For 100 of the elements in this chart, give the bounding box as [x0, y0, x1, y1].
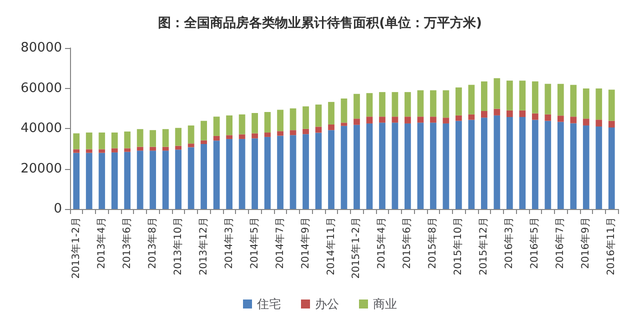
bar — [200, 144, 207, 209]
bar — [213, 140, 220, 209]
x-tick-label: 2016年11月 — [605, 217, 618, 276]
bar — [557, 116, 564, 122]
bar — [238, 138, 246, 209]
x-tick-label: 2015年8月 — [426, 217, 439, 269]
bar — [570, 116, 577, 124]
bar — [290, 108, 296, 130]
x-tick-label: 2015年4月 — [376, 217, 388, 269]
bar — [315, 126, 322, 133]
bar — [481, 110, 488, 118]
bar — [417, 116, 424, 123]
x-tick-label: 2015年1-2月 — [350, 217, 362, 279]
x-tick-label: 2014年3月 — [222, 217, 235, 269]
bar — [277, 110, 284, 132]
bar — [557, 122, 564, 209]
x-tick-label: 2015年12月 — [478, 217, 490, 276]
bar — [468, 114, 475, 120]
bar — [430, 90, 436, 117]
bar — [290, 135, 296, 209]
x-tick-label: 2015年10月 — [452, 217, 464, 276]
bar — [200, 140, 207, 144]
bar — [98, 152, 106, 209]
bar — [366, 116, 373, 124]
bar — [354, 94, 360, 119]
bar — [73, 152, 80, 209]
bar — [608, 90, 615, 121]
bar — [404, 116, 411, 124]
bar — [328, 130, 334, 209]
bar — [596, 120, 602, 126]
bar — [86, 149, 92, 153]
bar — [430, 116, 436, 123]
x-tick-label: 2016年3月 — [503, 217, 516, 269]
bar — [86, 152, 92, 209]
chart-title: 图：全国商品房各类物业累计待售面积(单位：万平方米) — [158, 15, 482, 31]
x-tick-label: 2013年12月 — [197, 217, 210, 276]
x-tick-label: 2014年5月 — [248, 217, 260, 269]
bar — [264, 132, 271, 137]
x-tick-label: 2013年1-2月 — [70, 217, 82, 279]
bar — [252, 133, 258, 138]
bar — [302, 106, 309, 129]
bar — [456, 115, 462, 121]
bar — [506, 117, 513, 209]
bar — [494, 78, 500, 109]
bar — [506, 80, 513, 110]
bar — [392, 92, 398, 117]
bar — [252, 138, 258, 209]
bar — [456, 87, 462, 116]
bar — [366, 93, 373, 117]
bar — [226, 135, 232, 139]
bar — [570, 123, 577, 209]
legend-label: 住宅 — [256, 297, 281, 311]
bar — [188, 144, 194, 148]
y-tick-label: 0 — [54, 202, 62, 216]
bar — [442, 90, 450, 118]
bar — [379, 116, 386, 123]
bar — [532, 120, 538, 209]
y-tick-label: 80000 — [20, 40, 62, 56]
bar — [226, 138, 232, 209]
bar — [404, 92, 411, 117]
bar — [392, 122, 398, 209]
bar — [264, 136, 271, 209]
bar — [315, 132, 322, 209]
bar — [544, 114, 552, 121]
bar — [124, 132, 131, 148]
bar — [340, 126, 348, 209]
y-tick-label: 20000 — [20, 161, 62, 176]
bar — [379, 92, 386, 117]
bar — [544, 120, 552, 209]
bar — [98, 149, 106, 153]
bar — [570, 84, 577, 117]
bar — [608, 127, 615, 209]
bar — [442, 118, 450, 124]
bar — [340, 122, 348, 126]
legend-label: 商业 — [373, 297, 397, 311]
bar — [150, 150, 156, 209]
x-tick-label: 2013年8月 — [146, 217, 158, 269]
bar — [238, 134, 246, 139]
bar — [519, 110, 526, 118]
bar — [124, 148, 131, 152]
bar — [468, 120, 475, 209]
bar — [213, 136, 220, 141]
bar — [73, 133, 80, 150]
bar — [111, 132, 118, 148]
bar — [494, 115, 500, 209]
bar — [557, 84, 564, 116]
bar — [532, 113, 538, 120]
bar — [150, 130, 156, 147]
bar — [366, 123, 373, 209]
bar — [494, 108, 500, 116]
bar — [519, 117, 526, 209]
x-tick-label: 2016年5月 — [528, 217, 541, 269]
bar — [456, 120, 462, 209]
x-tick-label: 2016年7月 — [554, 217, 566, 269]
x-tick-label: 2013年6月 — [120, 217, 133, 269]
bar — [175, 146, 182, 150]
y-tick-label: 60000 — [20, 80, 62, 96]
bar — [98, 132, 106, 150]
bar — [200, 120, 207, 140]
bar — [608, 120, 615, 128]
